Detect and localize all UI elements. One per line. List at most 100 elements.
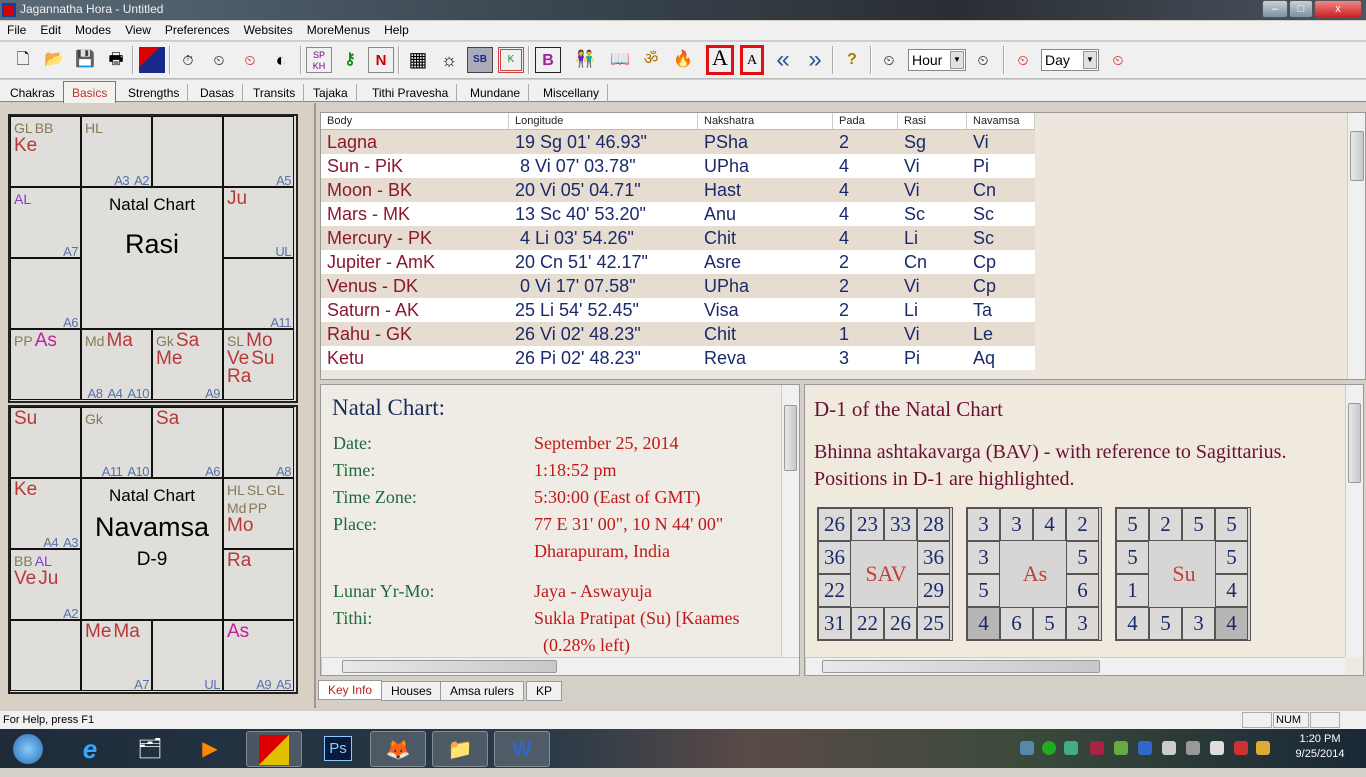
house-cell-ar[interactable]: HL A3 A2 — [81, 116, 152, 187]
tray-icon[interactable] — [1186, 741, 1200, 755]
scrollbar-thumb[interactable] — [1350, 131, 1364, 181]
house-cell-le[interactable]: Ra — [223, 549, 294, 620]
chevron-down-icon[interactable]: ▼ — [1083, 51, 1097, 69]
menu-websites[interactable]: Websites — [243, 23, 293, 37]
tab-miscellany[interactable]: Miscellany — [535, 84, 609, 102]
day-step-back-icon[interactable]: ⏲ — [1017, 52, 1029, 68]
tab-chakras[interactable]: Chakras — [2, 84, 64, 102]
k-box-icon[interactable]: K — [498, 47, 524, 73]
table-row[interactable]: Ketu 26 Pi 02' 48.23" Reva 3 Pi Aq — [321, 346, 1035, 370]
tray-icon[interactable] — [1042, 741, 1056, 755]
house-cell-aq[interactable]: Ke A4 A3 — [10, 478, 81, 549]
time-step-back-icon[interactable]: ⏲ — [883, 52, 895, 68]
clock[interactable]: 1:20 PM 9/25/2014 — [1290, 733, 1350, 760]
tray-icon[interactable] — [1090, 741, 1104, 755]
vertical-scrollbar[interactable] — [1347, 113, 1365, 379]
day-select[interactable]: Day ▼ — [1041, 49, 1099, 71]
house-cell-sg[interactable] — [10, 620, 81, 691]
table-row[interactable]: Mercury - PK 4 Li 03' 54.26" Chit 4 Li Sc — [321, 226, 1035, 250]
house-cell-li[interactable]: UL — [152, 620, 223, 691]
table-row[interactable]: Sun - PiK 8 Vi 07' 03.78" UPha 4 Vi Pi — [321, 154, 1035, 178]
start-orb-icon[interactable] — [0, 731, 56, 767]
tray-icon[interactable] — [1020, 741, 1034, 755]
font-smaller-icon[interactable]: A — [740, 45, 764, 75]
column-header-nakshatra[interactable]: Nakshatra — [698, 113, 833, 130]
house-cell-sc[interactable]: Me Ma A7 — [81, 620, 152, 691]
file-explorer-icon[interactable]: 🗂 — [137, 738, 163, 760]
column-header-navamsa[interactable]: Navamsa — [967, 113, 1035, 130]
tab-kp[interactable]: KP — [526, 681, 563, 701]
square-chart-icon[interactable]: ▦ — [408, 49, 428, 71]
house-cell-vi[interactable]: As A9 A5 — [223, 620, 294, 691]
fire-icon[interactable]: 🔥 — [673, 51, 693, 68]
rasi-chart[interactable]: Natal Chart Rasi GL BBKe HL A3 A2 A5 AL A7 Ju UL A… — [8, 114, 298, 403]
time-reset-icon[interactable]: ⏲ — [244, 52, 256, 68]
tray-icon[interactable] — [1210, 741, 1224, 755]
vertical-scrollbar[interactable] — [1345, 385, 1363, 657]
table-row[interactable]: Mars - MK 13 Sc 40' 53.20" Anu 4 Sc Sc — [321, 202, 1035, 226]
tab-dasas[interactable]: Dasas — [192, 84, 244, 102]
tray-icon[interactable] — [1114, 741, 1128, 755]
menu-moremenus[interactable]: MoreMenus — [306, 23, 371, 37]
house-cell-ge[interactable]: A8 — [223, 407, 294, 478]
maximize-button[interactable]: □ — [1289, 0, 1313, 18]
tab-tajaka[interactable]: Tajaka — [305, 84, 357, 102]
house-cell-vi[interactable]: SL MoVe SuRa — [223, 329, 294, 400]
tab-basics[interactable]: Basics — [63, 81, 117, 103]
horizontal-scrollbar[interactable] — [805, 657, 1345, 675]
hour-select[interactable]: Hour ▼ — [908, 49, 966, 71]
house-cell-cn[interactable]: HL SL GL Md PPMo — [223, 478, 294, 549]
scrollbar-thumb[interactable] — [822, 660, 1100, 673]
chevron-down-icon[interactable]: ▼ — [950, 51, 964, 69]
open-folder-icon[interactable]: 📂 — [44, 51, 64, 68]
tab-mundane[interactable]: Mundane — [462, 84, 530, 102]
print-icon[interactable]: 🖶 — [108, 51, 124, 68]
column-header-longitude[interactable]: Longitude — [509, 113, 698, 130]
tab-tithi-pravesha[interactable]: Tithi Pravesha — [364, 84, 458, 102]
tab-houses[interactable]: Houses — [381, 681, 442, 701]
horizontal-scrollbar[interactable] — [321, 657, 799, 675]
tab-amsa-rulers[interactable]: Amsa rulers — [440, 681, 525, 701]
b-grid-icon[interactable]: B — [535, 47, 561, 73]
time-step-forward-icon[interactable]: ⏲ — [977, 52, 989, 68]
menu-help[interactable]: Help — [384, 23, 409, 37]
table-row[interactable]: Saturn - AK 25 Li 54' 52.45" Visa 2 Li Ta — [321, 298, 1035, 322]
scrollbar-thumb[interactable] — [784, 405, 797, 471]
media-player-icon[interactable]: ▶ — [202, 738, 218, 760]
house-cell-sc[interactable]: Md Ma A8 A4 A10 — [81, 329, 152, 400]
save-icon[interactable]: 💾 — [75, 51, 95, 68]
table-row[interactable]: Lagna 19 Sg 01' 46.93" PSha 2 Sg Vi — [321, 130, 1035, 154]
menu-modes[interactable]: Modes — [75, 23, 112, 37]
sb-icon[interactable]: SB — [467, 47, 493, 73]
house-cell-pi[interactable]: Su — [10, 407, 81, 478]
column-header-body[interactable]: Body — [321, 113, 509, 130]
new-file-icon[interactable]: 🗋 — [16, 51, 30, 68]
tab-key-info[interactable]: Key Info — [318, 680, 383, 700]
house-cell-ar[interactable]: Gk A11 A10 — [81, 407, 152, 478]
volume-icon[interactable] — [1234, 741, 1248, 755]
table-row[interactable]: Moon - BK 20 Vi 05' 04.71" Hast 4 Vi Cn — [321, 178, 1035, 202]
house-cell-cn[interactable]: Ju UL — [223, 187, 294, 258]
folders-icon[interactable]: 📁 — [432, 731, 488, 767]
house-cell-pi[interactable]: GL BBKe — [10, 116, 81, 187]
house-cell-cp[interactable]: A6 — [10, 258, 81, 329]
menu-view[interactable]: View — [125, 23, 151, 37]
table-row[interactable]: Rahu - GK 26 Vi 02' 48.23" Chit 1 Vi Le — [321, 322, 1035, 346]
back-double-chevron-icon[interactable]: « — [776, 46, 790, 73]
time-back-icon[interactable]: ⏲ — [213, 52, 225, 68]
sun-k-icon[interactable]: ☼ — [440, 50, 458, 70]
forward-double-chevron-icon[interactable]: » — [808, 46, 822, 73]
sp-kh-icon[interactable]: SP KH — [306, 47, 332, 73]
help-icon[interactable]: ? — [847, 51, 857, 68]
menu-file[interactable]: File — [7, 23, 27, 37]
house-cell-aq[interactable]: AL A7 — [10, 187, 81, 258]
font-larger-icon[interactable]: A — [706, 45, 734, 75]
scrollbar-thumb[interactable] — [342, 660, 557, 673]
column-header-pada[interactable]: Pada — [833, 113, 898, 130]
key-k-icon[interactable]: ⚷ — [344, 51, 356, 68]
house-cell-ge[interactable]: A5 — [223, 116, 294, 187]
table-row[interactable]: Venus - DK 0 Vi 17' 07.58" UPha 2 Vi Cp — [321, 274, 1035, 298]
om-sound-icon[interactable]: ॐ — [643, 51, 659, 68]
house-cell-li[interactable]: Gk SaMe A9 — [152, 329, 223, 400]
word-icon[interactable]: W — [494, 731, 550, 767]
